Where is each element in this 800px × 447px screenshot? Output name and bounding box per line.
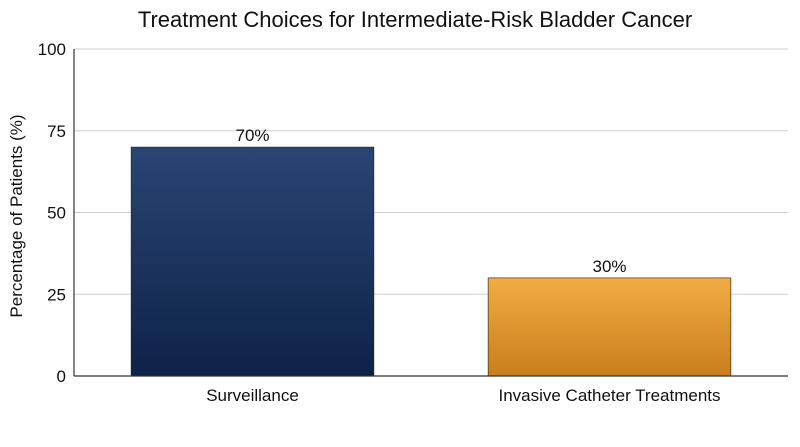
bar-layer: 70% 30% xyxy=(130,126,732,377)
y-tick-label: 25 xyxy=(47,285,66,304)
x-tick-label: Surveillance xyxy=(206,386,299,405)
bar-data-label: 30% xyxy=(592,257,626,276)
bar-invasive-catheter-treatments xyxy=(487,277,732,377)
y-axis-label: Percentage of Patients (%) xyxy=(7,114,26,317)
y-tick-label: 50 xyxy=(47,204,66,223)
chart-title: Treatment Choices for Intermediate-Risk … xyxy=(138,7,692,32)
bar-surveillance xyxy=(130,146,375,377)
y-tick-label: 100 xyxy=(38,40,66,59)
y-tick-label: 75 xyxy=(47,122,66,141)
x-tick-label: Invasive Catheter Treatments xyxy=(498,386,720,405)
bar-data-label: 70% xyxy=(235,126,269,145)
y-tick-label: 0 xyxy=(57,367,66,386)
axis-layer: 0 25 50 75 100 Surveillance Invasive Catheter … xyxy=(38,40,788,405)
